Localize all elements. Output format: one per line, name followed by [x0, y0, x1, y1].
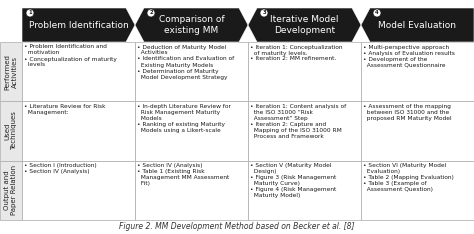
Text: Iterative Model
Development: Iterative Model Development: [270, 15, 339, 35]
Bar: [135, 161, 248, 220]
Text: • Section V (Maturity Model
  Design)
• Figure 3 (Risk Management
  Maturity Cur: • Section V (Maturity Model Design) • Fi…: [250, 163, 337, 198]
Text: • In-depth Literature Review for
  Risk Management Maturity
  Models
• Ranking o: • In-depth Literature Review for Risk Ma…: [137, 104, 231, 133]
Text: 1: 1: [28, 11, 32, 15]
Text: 4: 4: [375, 11, 379, 15]
Polygon shape: [135, 8, 248, 42]
Circle shape: [26, 9, 34, 17]
Polygon shape: [361, 8, 474, 42]
Text: Performed
Activities: Performed Activities: [4, 54, 18, 90]
Text: Model Evaluation: Model Evaluation: [379, 21, 456, 29]
Bar: [361, 161, 474, 220]
Bar: [361, 42, 474, 101]
Bar: [248, 161, 361, 220]
Text: Figure 2. MM Development Method based on Becker et al. [8]: Figure 2. MM Development Method based on…: [119, 222, 355, 231]
Text: • Section IV (Analysis)
• Table 1 (Existing Risk
  Management MM Assessment
  Fi: • Section IV (Analysis) • Table 1 (Exist…: [137, 163, 230, 186]
Polygon shape: [248, 8, 361, 42]
Circle shape: [147, 9, 155, 17]
Bar: [22, 101, 135, 161]
Circle shape: [373, 9, 381, 17]
Text: Output and
Paper Relation: Output and Paper Relation: [4, 165, 18, 215]
Text: Used
Techniques: Used Techniques: [4, 112, 18, 150]
Bar: [22, 42, 135, 101]
Bar: [135, 101, 248, 161]
Text: • Assessment of the mapping
  between ISO 31000 and the
  proposed RM Maturity M: • Assessment of the mapping between ISO …: [364, 104, 452, 121]
Text: • Section I (Introduction)
• Section IV (Analysis): • Section I (Introduction) • Section IV …: [25, 163, 97, 174]
Bar: [0, 161, 22, 220]
Bar: [135, 42, 248, 101]
Bar: [361, 101, 474, 161]
Text: • Multi-perspective approach
• Analysis of Evaluation results
• Development of t: • Multi-perspective approach • Analysis …: [364, 44, 456, 67]
Text: • Literature Review for Risk
  Management:: • Literature Review for Risk Management:: [25, 104, 106, 115]
Polygon shape: [22, 8, 135, 42]
Text: 3: 3: [262, 11, 266, 15]
Circle shape: [260, 9, 268, 17]
Text: Comparison of
existing MM: Comparison of existing MM: [159, 15, 224, 35]
Bar: [0, 101, 22, 161]
Bar: [22, 161, 135, 220]
Bar: [0, 42, 22, 101]
Text: • Deduction of Maturity Model
  Activities
• Identification and Evaluation of
  : • Deduction of Maturity Model Activities…: [137, 44, 235, 80]
Text: • Iteration 1: Content analysis of
  the ISO 31000 “Risk
  Assessment” Step
• It: • Iteration 1: Content analysis of the I…: [250, 104, 347, 139]
Text: 2: 2: [149, 11, 153, 15]
Bar: [248, 101, 361, 161]
Text: • Section VI (Maturity Model
  Evaluation)
• Table 2 (Mapping Evaluation)
• Tabl: • Section VI (Maturity Model Evaluation)…: [364, 163, 455, 192]
Bar: [248, 42, 361, 101]
Text: Problem Identification: Problem Identification: [28, 21, 128, 29]
Text: • Problem Identification and
  motivation
• Conceptualization of maturity
  leve: • Problem Identification and motivation …: [25, 44, 118, 67]
Text: • Iteration 1: Conceptualization
  of maturity levels.
• Iteration 2: MM refinem: • Iteration 1: Conceptualization of matu…: [250, 44, 343, 62]
